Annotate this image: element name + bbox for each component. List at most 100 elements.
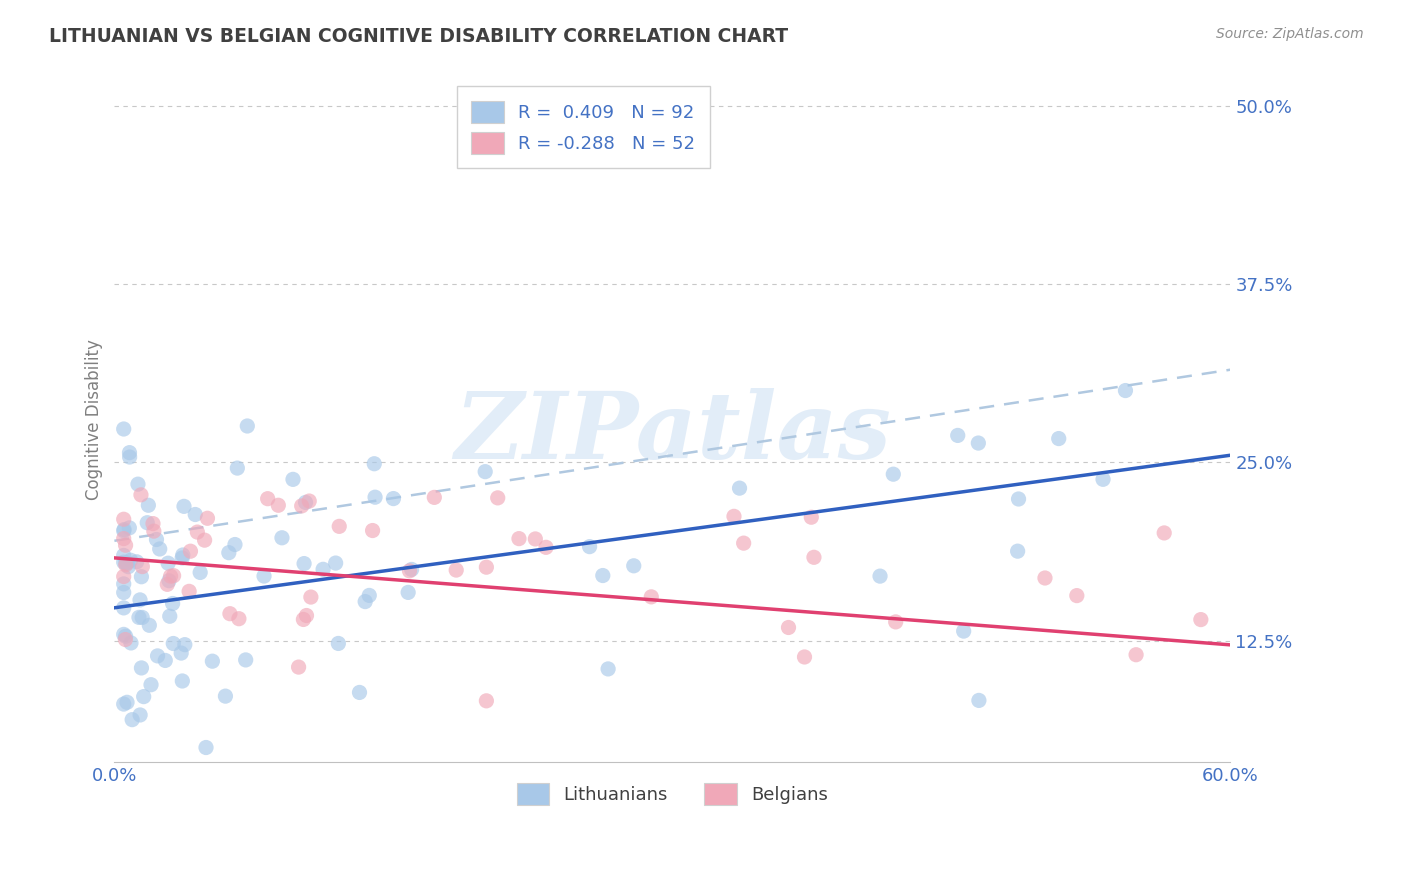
- Point: [728, 481, 751, 495]
- Point: [882, 467, 904, 482]
- Point: [298, 494, 321, 508]
- Point: [157, 556, 180, 570]
- Point: [354, 594, 377, 608]
- Point: [292, 612, 315, 626]
- Point: [578, 540, 600, 554]
- Point: [1007, 544, 1029, 558]
- Point: [115, 695, 138, 709]
- Point: [1007, 491, 1029, 506]
- Text: LITHUANIAN VS BELGIAN COGNITIVE DISABILITY CORRELATION CHART: LITHUANIAN VS BELGIAN COGNITIVE DISABILI…: [49, 27, 789, 45]
- Point: [793, 650, 815, 665]
- Point: [112, 512, 135, 526]
- Point: [1125, 648, 1147, 662]
- Point: [142, 524, 165, 538]
- Point: [112, 577, 135, 591]
- Point: [159, 569, 181, 583]
- Point: [253, 569, 276, 583]
- Point: [361, 524, 384, 538]
- Point: [129, 593, 152, 607]
- Point: [112, 627, 135, 641]
- Point: [131, 570, 153, 584]
- Point: [179, 544, 201, 558]
- Point: [952, 624, 974, 639]
- Point: [803, 550, 825, 565]
- Point: [170, 646, 193, 660]
- Point: [444, 563, 467, 577]
- Point: [173, 638, 195, 652]
- Point: [197, 511, 219, 525]
- Point: [118, 521, 141, 535]
- Point: [118, 450, 141, 464]
- Point: [328, 636, 350, 650]
- Point: [287, 660, 309, 674]
- Point: [236, 419, 259, 434]
- Point: [131, 559, 153, 574]
- Point: [112, 532, 135, 546]
- Point: [1189, 613, 1212, 627]
- Point: [291, 499, 314, 513]
- Point: [267, 498, 290, 512]
- Point: [127, 477, 149, 491]
- Point: [363, 457, 385, 471]
- Point: [195, 740, 218, 755]
- Point: [271, 531, 294, 545]
- Point: [145, 533, 167, 547]
- Point: [162, 636, 184, 650]
- Point: [112, 585, 135, 599]
- Point: [475, 560, 498, 574]
- Point: [598, 662, 620, 676]
- Point: [114, 556, 136, 570]
- Point: [128, 610, 150, 624]
- Point: [228, 612, 250, 626]
- Point: [129, 488, 152, 502]
- Text: Source: ZipAtlas.com: Source: ZipAtlas.com: [1216, 27, 1364, 41]
- Point: [218, 546, 240, 560]
- Point: [396, 585, 419, 599]
- Text: ZIPatlas: ZIPatlas: [454, 388, 891, 478]
- Point: [508, 532, 530, 546]
- Point: [1153, 525, 1175, 540]
- Point: [299, 590, 322, 604]
- Point: [184, 508, 207, 522]
- Point: [364, 490, 387, 504]
- Point: [800, 510, 823, 524]
- Point: [328, 519, 350, 533]
- Point: [1047, 432, 1070, 446]
- Point: [640, 590, 662, 604]
- Point: [349, 685, 371, 699]
- Point: [1114, 384, 1136, 398]
- Point: [162, 568, 184, 582]
- Point: [778, 620, 800, 634]
- Point: [114, 632, 136, 647]
- Point: [1092, 472, 1115, 486]
- Legend: Lithuanians, Belgians: Lithuanians, Belgians: [508, 774, 837, 814]
- Point: [281, 472, 304, 486]
- Point: [486, 491, 509, 505]
- Point: [132, 690, 155, 704]
- Point: [157, 574, 180, 588]
- Point: [967, 693, 990, 707]
- Point: [112, 555, 135, 569]
- Point: [423, 491, 446, 505]
- Point: [149, 541, 172, 556]
- Point: [186, 525, 208, 540]
- Point: [226, 461, 249, 475]
- Point: [946, 428, 969, 442]
- Point: [201, 654, 224, 668]
- Point: [219, 607, 242, 621]
- Point: [120, 553, 142, 567]
- Point: [214, 689, 236, 703]
- Point: [114, 538, 136, 552]
- Point: [884, 615, 907, 629]
- Point: [592, 568, 614, 582]
- Point: [142, 516, 165, 531]
- Point: [138, 498, 160, 512]
- Point: [155, 653, 177, 667]
- Point: [156, 577, 179, 591]
- Point: [112, 600, 135, 615]
- Point: [129, 708, 152, 723]
- Point: [172, 548, 194, 562]
- Point: [125, 555, 148, 569]
- Point: [295, 608, 318, 623]
- Point: [398, 564, 420, 578]
